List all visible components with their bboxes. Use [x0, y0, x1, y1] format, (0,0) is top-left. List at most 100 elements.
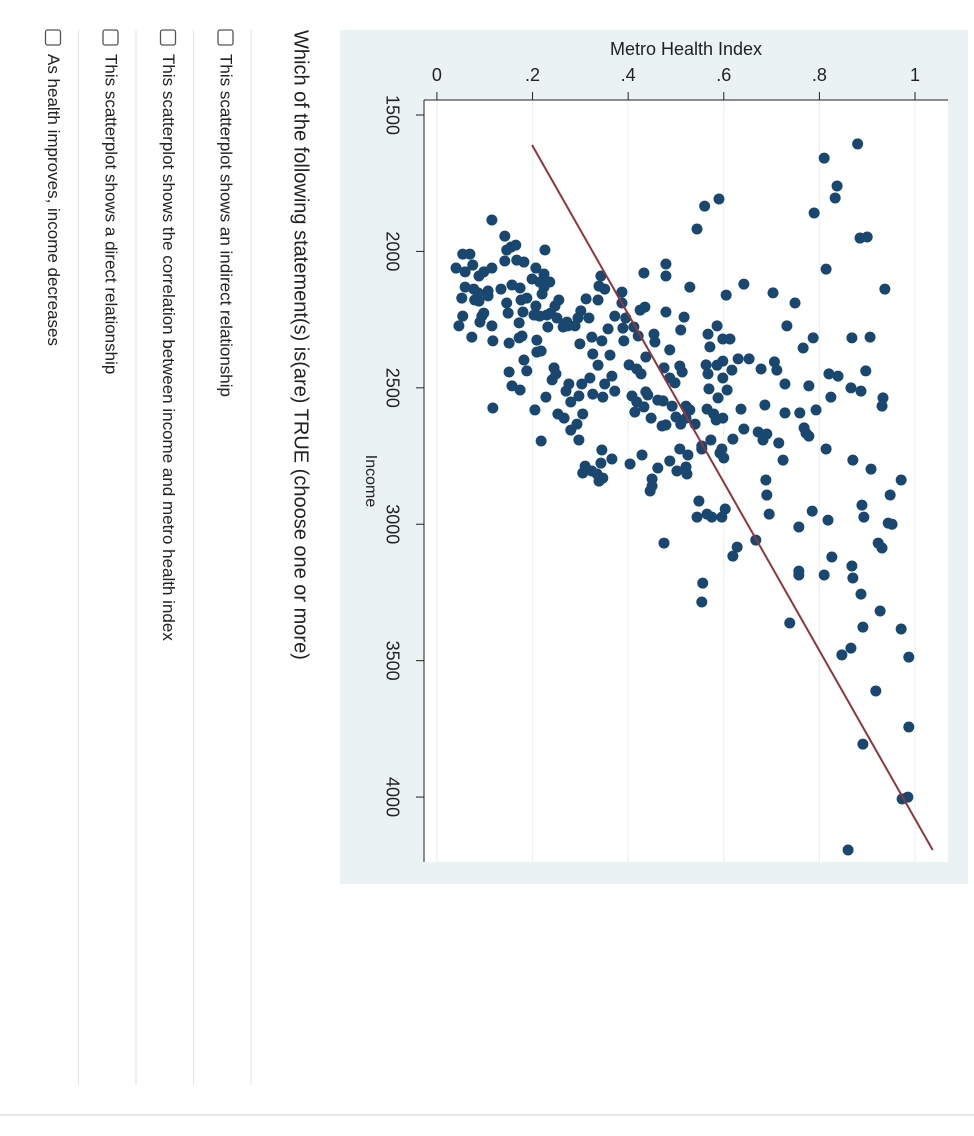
point	[757, 434, 769, 446]
point	[855, 588, 867, 600]
point	[495, 283, 507, 295]
y-tick-label: 0	[432, 65, 442, 85]
point	[521, 365, 533, 377]
point	[710, 414, 722, 426]
option-label[interactable]: This scatterplot shows the correlation b…	[159, 54, 178, 641]
point	[845, 382, 857, 394]
point	[486, 262, 498, 274]
point	[699, 200, 711, 212]
point	[609, 385, 621, 397]
point	[680, 400, 692, 412]
point	[540, 391, 552, 403]
point	[697, 577, 709, 589]
point	[577, 467, 589, 479]
point	[503, 366, 515, 378]
checkbox[interactable]	[102, 29, 119, 46]
point	[510, 239, 522, 251]
point	[486, 214, 498, 226]
point	[553, 294, 565, 306]
x-tick-label: 1500	[382, 95, 402, 135]
point	[789, 297, 801, 309]
point	[526, 273, 538, 285]
point	[822, 514, 834, 526]
point	[459, 281, 471, 293]
point	[592, 359, 604, 371]
point	[539, 244, 551, 256]
point	[818, 152, 830, 164]
point	[453, 320, 465, 332]
point	[482, 290, 494, 302]
y-tick-label: .6	[716, 65, 731, 85]
point	[700, 359, 712, 371]
point	[876, 542, 888, 554]
point	[864, 331, 876, 343]
point	[806, 505, 818, 517]
point	[557, 321, 569, 333]
point	[703, 383, 715, 395]
point	[818, 569, 830, 581]
point	[606, 453, 618, 465]
point	[712, 392, 724, 404]
point	[595, 270, 607, 282]
point	[903, 721, 915, 733]
point	[531, 346, 543, 358]
point	[768, 356, 780, 368]
point	[467, 259, 479, 271]
checkbox[interactable]	[44, 29, 62, 46]
point	[457, 310, 469, 322]
point	[724, 333, 736, 345]
point	[550, 368, 562, 380]
point	[895, 474, 907, 486]
point	[793, 569, 805, 581]
point	[705, 434, 717, 446]
point	[632, 330, 644, 342]
point	[678, 311, 690, 323]
point	[691, 223, 703, 235]
point	[852, 138, 864, 150]
point	[702, 328, 714, 340]
point	[530, 309, 542, 321]
checkbox[interactable]	[159, 29, 177, 46]
point	[478, 307, 490, 319]
y-tick-label: .4	[621, 65, 636, 85]
x-axis-title: Income	[362, 455, 379, 508]
option-label[interactable]: As health improves, income decreases	[44, 54, 63, 346]
point	[810, 404, 822, 416]
point	[735, 403, 747, 415]
point	[713, 193, 725, 205]
option-label[interactable]: This scatterplot shows a direct relation…	[102, 54, 121, 374]
point	[645, 412, 657, 424]
point	[711, 359, 723, 371]
checkbox[interactable]	[217, 29, 234, 46]
point	[846, 560, 858, 572]
point	[831, 180, 843, 192]
point	[855, 385, 867, 397]
point	[501, 244, 513, 256]
point	[515, 294, 527, 306]
point	[634, 304, 646, 316]
point	[536, 288, 548, 300]
point	[571, 418, 583, 430]
point	[657, 395, 669, 407]
point	[487, 402, 499, 414]
point	[638, 401, 650, 413]
point	[857, 621, 869, 633]
point	[563, 378, 575, 390]
point	[854, 232, 866, 244]
point	[797, 342, 809, 354]
x-tick-label: 2500	[382, 368, 402, 408]
point	[731, 541, 743, 553]
point	[636, 449, 648, 461]
point	[597, 472, 609, 484]
option-label[interactable]: This scatterplot shows an indirect relat…	[217, 54, 236, 397]
point	[777, 454, 789, 466]
point	[760, 474, 772, 486]
point	[779, 407, 791, 419]
point	[516, 330, 528, 342]
point	[784, 617, 796, 629]
point	[595, 457, 607, 469]
point	[779, 378, 791, 390]
point	[646, 480, 658, 492]
point	[506, 380, 518, 392]
point	[794, 407, 806, 419]
